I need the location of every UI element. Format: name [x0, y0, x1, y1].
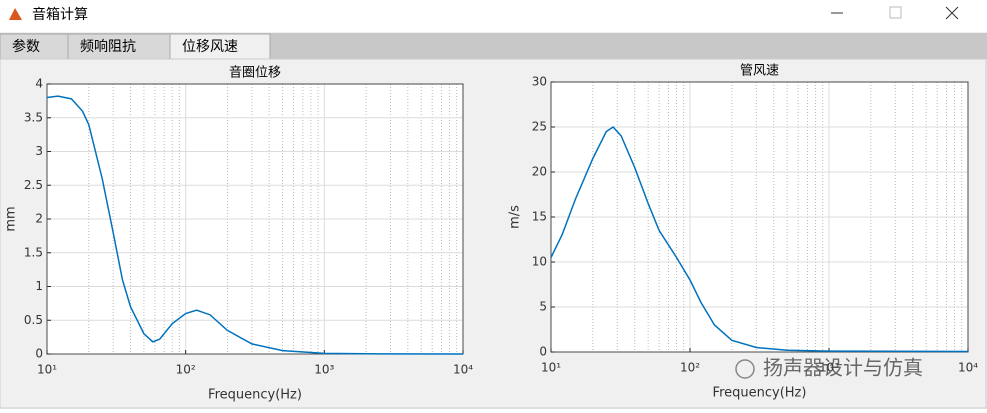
title-bar: [0, 0, 987, 32]
y-tick-label: 3: [35, 144, 43, 158]
plot-border: [550, 81, 969, 353]
y-axis-label: mm: [4, 206, 19, 231]
maximize-button[interactable]: [889, 6, 902, 19]
chart-title: 音圈位移: [229, 65, 281, 81]
x-tick-label: 10¹: [541, 361, 561, 375]
y-tick-label: 2: [35, 212, 43, 226]
tab-selected[interactable]: [169, 33, 271, 60]
x-tick-label: 10²: [176, 363, 196, 377]
x-tick-label: 10³: [314, 363, 334, 377]
data-line: [550, 126, 969, 353]
chart-title: 管风速: [740, 64, 779, 79]
x-tick-label: 10³: [819, 361, 839, 375]
y-tick-label: 1.5: [24, 245, 43, 259]
watermark: 扬声器设计与仿真: [763, 356, 923, 380]
x-tick-label: 10²: [680, 361, 700, 375]
y-tick-label: 0.5: [24, 313, 43, 327]
tab[interactable]: [67, 33, 171, 60]
y-tick-label: 30: [532, 75, 547, 89]
data-line: [46, 95, 464, 355]
y-tick-label: 4: [35, 77, 43, 91]
tab-label: 参数: [12, 38, 40, 55]
y-tick-label: 5: [539, 300, 547, 314]
y-tick-label: 15: [532, 210, 547, 224]
tab-label: 位移风速: [182, 39, 238, 55]
window-title: 音箱计算: [32, 6, 88, 23]
y-tick-label: 10: [532, 255, 547, 269]
x-tick-label: 10⁴: [453, 363, 473, 377]
x-axis-label: Frequency(Hz): [208, 388, 302, 403]
y-tick-label: 25: [532, 120, 547, 134]
plot-border: [46, 83, 464, 355]
y-tick-label: 1: [35, 279, 43, 293]
y-tick-label: 0: [35, 347, 43, 361]
y-axis-label: m/s: [508, 205, 523, 229]
close-button[interactable]: [945, 6, 959, 20]
x-axis-label: Frequency(Hz): [713, 386, 807, 401]
y-tick-label: 20: [532, 165, 547, 179]
y-tick-label: 2.5: [24, 178, 43, 192]
app-icon: [9, 8, 22, 20]
tab[interactable]: [0, 33, 69, 60]
y-tick-label: 3.5: [24, 110, 43, 124]
x-tick-label: 10⁴: [958, 361, 978, 375]
y-tick-label: 0: [539, 345, 547, 359]
watermark-icon: [735, 359, 755, 379]
tab-label: 频响阻抗: [80, 39, 136, 55]
panel: [0, 58, 987, 409]
x-tick-label: 10¹: [37, 363, 57, 377]
